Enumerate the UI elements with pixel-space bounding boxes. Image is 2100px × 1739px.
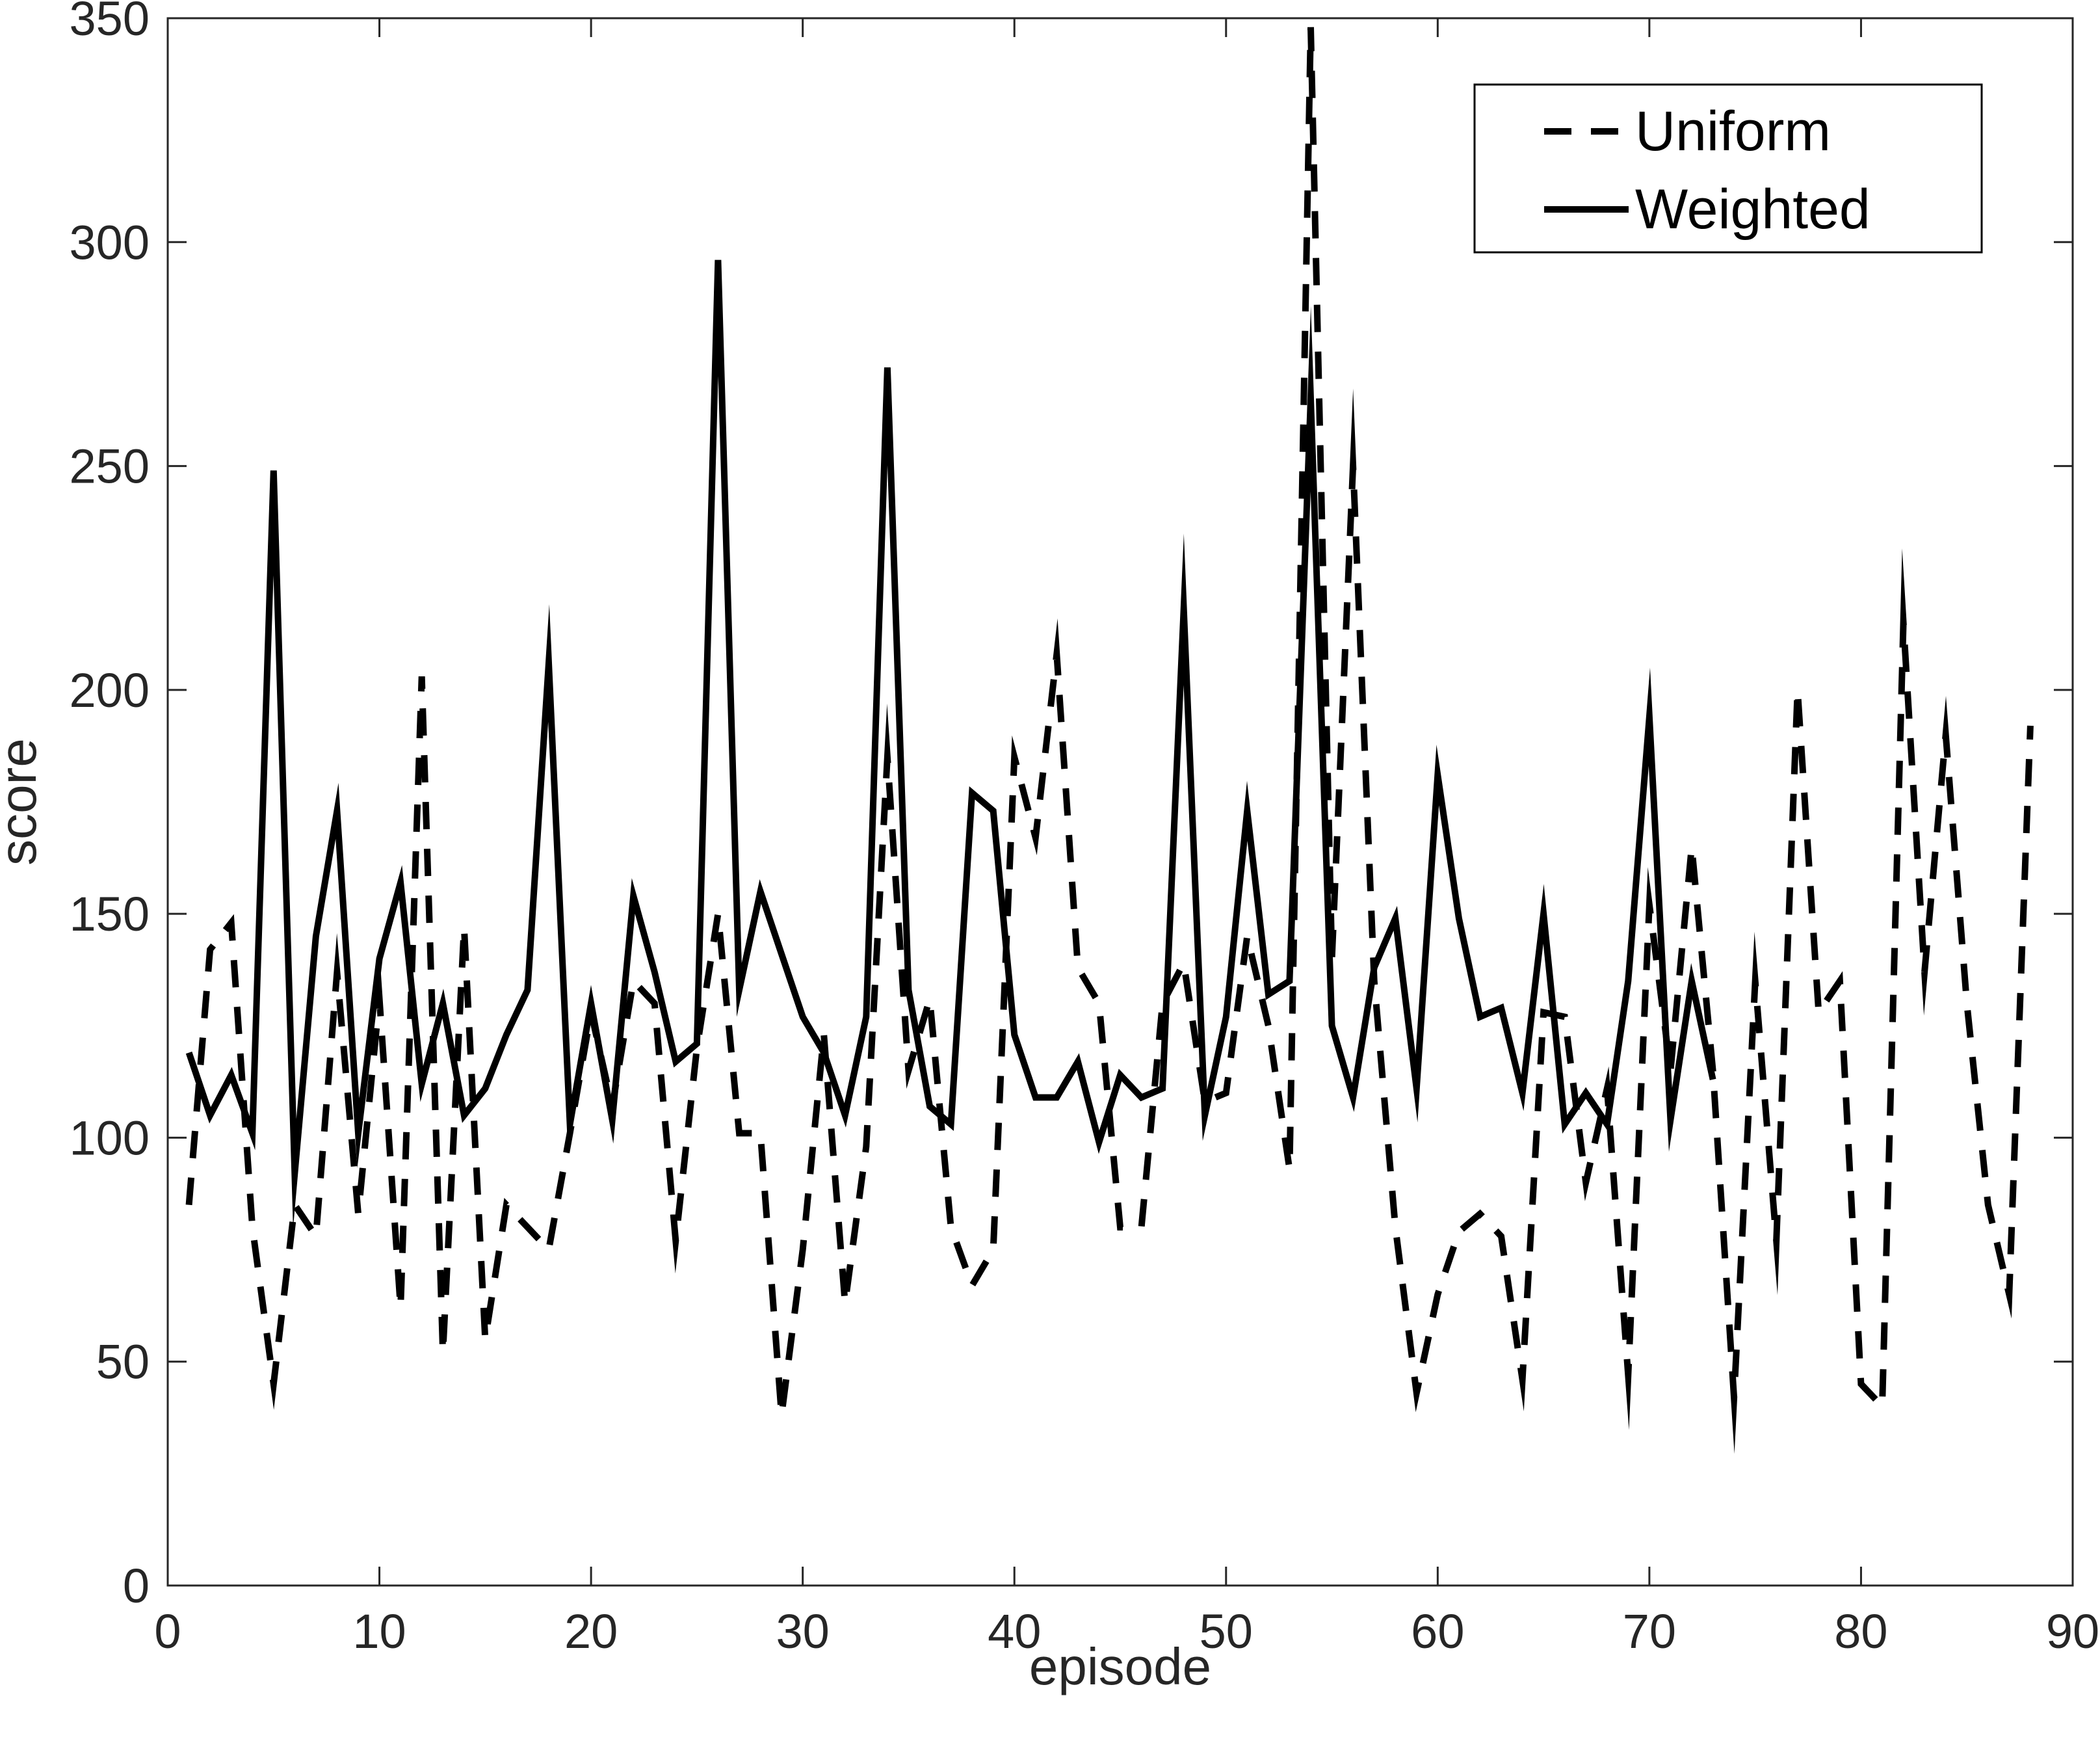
y-tick-label: 200 — [70, 663, 150, 717]
x-tick-label: 10 — [352, 1604, 406, 1658]
legend-label-weighted: Weighted — [1635, 178, 1870, 241]
x-tick-label: 50 — [1200, 1604, 1253, 1658]
legend: Uniform Weighted — [1473, 83, 1983, 254]
series-lines — [185, 27, 2034, 1454]
x-tick-label: 40 — [988, 1604, 1041, 1658]
legend-label-uniform: Uniform — [1635, 100, 1831, 163]
x-tick-label: 30 — [776, 1604, 830, 1658]
y-axis-label: score — [0, 738, 47, 866]
x-axis-label: episode — [1029, 1638, 1211, 1695]
y-tick-label: 0 — [123, 1559, 150, 1613]
series-line-weighted — [185, 259, 1716, 1228]
y-tick-label: 50 — [96, 1335, 150, 1389]
x-tick-label: 70 — [1623, 1604, 1676, 1658]
y-tick-label: 300 — [70, 215, 150, 269]
y-tick-label: 350 — [70, 0, 150, 46]
axis-ticks: 0 10 20 30 40 50 60 70 80 90 0 50 100 150 200 250 300 350 — [70, 0, 2100, 1658]
legend-box — [1473, 83, 1983, 254]
x-tick-label: 60 — [1411, 1604, 1464, 1658]
y-tick-label: 250 — [70, 440, 150, 494]
y-tick-label: 100 — [70, 1111, 150, 1165]
x-tick-label: 20 — [564, 1604, 618, 1658]
y-tick-label: 150 — [70, 887, 150, 941]
x-tick-label: 0 — [154, 1604, 181, 1658]
x-tick-label: 80 — [1834, 1604, 1887, 1658]
x-tick-label: 90 — [2046, 1604, 2099, 1658]
